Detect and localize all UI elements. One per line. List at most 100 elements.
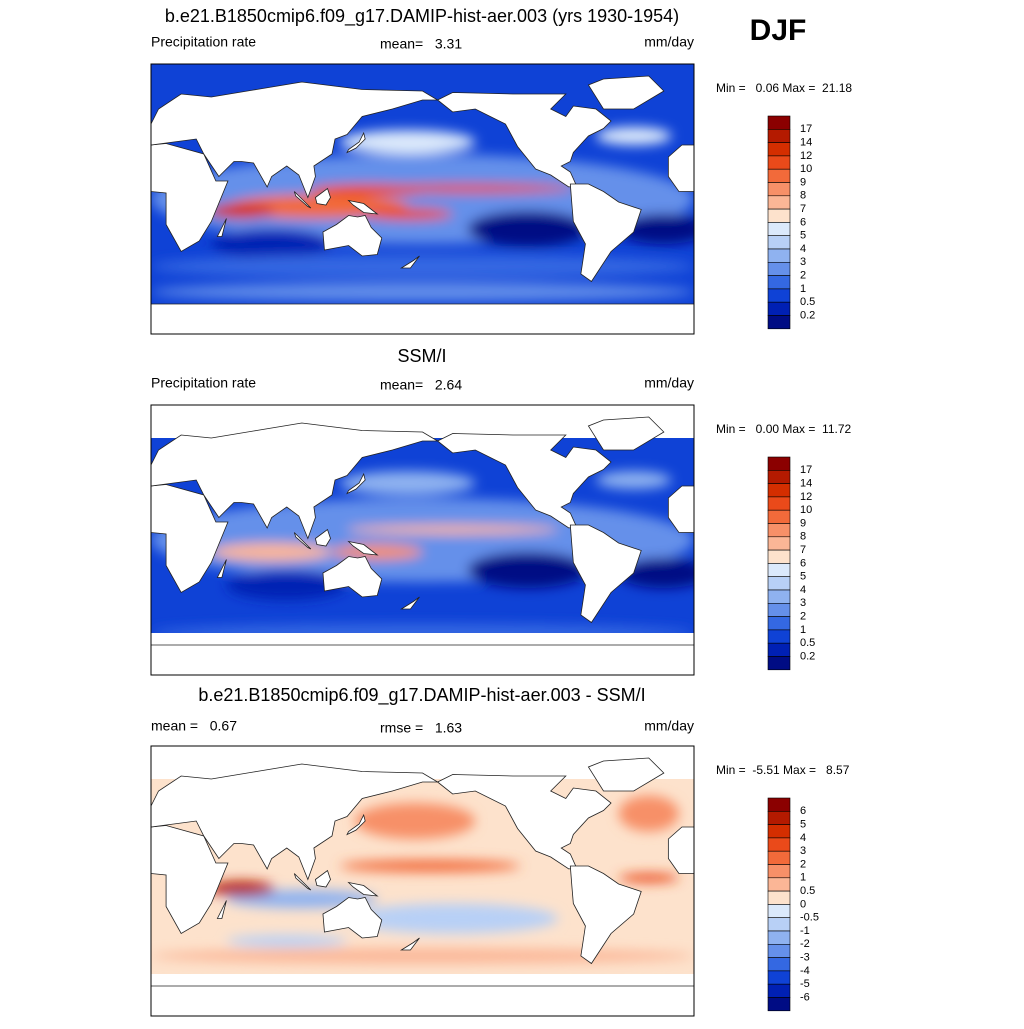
field-blob bbox=[595, 127, 672, 145]
colorbar-label: -3 bbox=[800, 952, 810, 964]
land bbox=[151, 143, 229, 253]
colorbar-label: 1 bbox=[800, 872, 806, 884]
colorbar-box bbox=[767, 483, 791, 498]
colorbar-box bbox=[767, 837, 791, 852]
map-frame bbox=[150, 404, 695, 676]
field-blob bbox=[339, 471, 476, 495]
field-blob bbox=[208, 881, 275, 896]
land bbox=[436, 92, 612, 188]
colorbar-label: 3 bbox=[800, 597, 806, 609]
field-blob bbox=[618, 558, 694, 588]
land bbox=[346, 131, 366, 154]
land bbox=[569, 183, 642, 283]
colorbar-label: 6 bbox=[800, 216, 806, 228]
colorbar-box bbox=[767, 222, 791, 236]
colorbar-label: -6 bbox=[800, 991, 810, 1003]
field-patterns bbox=[151, 795, 694, 964]
units-label: mm/day bbox=[644, 375, 694, 391]
colorbar-box bbox=[767, 275, 791, 290]
field-blob bbox=[226, 570, 348, 600]
colorbar-label: 2 bbox=[800, 611, 806, 623]
land bbox=[346, 813, 366, 836]
land bbox=[151, 644, 694, 675]
colorbar-label: 9 bbox=[800, 517, 806, 529]
colorbar-label: -0.5 bbox=[800, 912, 819, 924]
land bbox=[399, 255, 420, 269]
colorbar-label: 1 bbox=[800, 624, 806, 636]
colorbar-box bbox=[767, 315, 791, 330]
colorbar-box bbox=[767, 943, 791, 958]
units-label: mm/day bbox=[644, 718, 694, 734]
field-blob bbox=[362, 208, 453, 220]
land bbox=[569, 524, 642, 624]
colorbar-label: 8 bbox=[800, 531, 806, 543]
land bbox=[399, 937, 420, 951]
colorbar-box bbox=[767, 129, 791, 143]
field-blob bbox=[332, 544, 423, 560]
land bbox=[587, 757, 665, 792]
land bbox=[436, 433, 612, 529]
colorbar-box bbox=[767, 602, 791, 617]
colorbar-label: 3 bbox=[800, 256, 806, 268]
field-blob bbox=[347, 525, 559, 534]
land bbox=[322, 556, 383, 598]
panel-title: b.e21.B1850cmip6.f09_g17.DAMIP-hist-aer.… bbox=[198, 685, 645, 706]
colorbar-box bbox=[767, 261, 791, 276]
colorbar-label: 6 bbox=[800, 805, 806, 817]
land bbox=[216, 218, 227, 237]
land bbox=[216, 559, 227, 578]
left-label: Precipitation rate bbox=[151, 34, 256, 50]
range-label: Min = -5.51 Max = 8.57 bbox=[716, 763, 850, 777]
colorbar-label: 12 bbox=[800, 491, 812, 503]
colorbar-box bbox=[767, 248, 791, 263]
land bbox=[667, 485, 694, 533]
colorbar-box bbox=[767, 469, 791, 484]
colorbar-label: 2 bbox=[800, 858, 806, 870]
colorbar-label: 4 bbox=[800, 832, 806, 844]
colorbar-box bbox=[767, 536, 791, 551]
colorbar-label: 10 bbox=[800, 504, 812, 516]
colorbar-label: 5 bbox=[800, 230, 806, 242]
colorbar-label: 8 bbox=[800, 190, 806, 202]
land bbox=[151, 985, 694, 1016]
center-label: rmse = 1.63 bbox=[380, 720, 462, 736]
field-blob bbox=[151, 948, 694, 964]
field-blob bbox=[339, 860, 521, 872]
colorbar-box bbox=[767, 576, 791, 591]
land bbox=[293, 532, 312, 550]
colorbar-box bbox=[767, 155, 791, 170]
colorbar-box bbox=[767, 890, 791, 905]
colorbar-box bbox=[767, 563, 791, 578]
colorbar-label: 0.5 bbox=[800, 296, 815, 308]
colorbar-label: 7 bbox=[800, 203, 806, 215]
colorbar-label: 4 bbox=[800, 243, 806, 255]
land bbox=[216, 900, 227, 919]
field-blob bbox=[595, 471, 672, 489]
map-field bbox=[151, 64, 694, 334]
colorbar-box bbox=[767, 456, 791, 471]
colorbar-label: 14 bbox=[800, 478, 812, 490]
colorbar-label: 10 bbox=[800, 163, 812, 175]
field-blob bbox=[467, 211, 589, 247]
colorbar-label: 17 bbox=[800, 123, 812, 135]
colorbar-box bbox=[767, 824, 791, 839]
field-patterns bbox=[151, 127, 694, 301]
land bbox=[347, 881, 379, 897]
colorbar-label: 17 bbox=[800, 464, 812, 476]
map-panel bbox=[150, 63, 695, 335]
field-blob bbox=[618, 873, 679, 883]
land bbox=[667, 826, 694, 874]
colorbar-box bbox=[767, 182, 791, 197]
colorbar-box bbox=[767, 616, 791, 631]
field-blob bbox=[347, 903, 559, 934]
colorbar-label: -4 bbox=[800, 965, 810, 977]
season-label: DJF bbox=[750, 14, 807, 47]
colorbar-box bbox=[767, 195, 791, 210]
center-label: mean= 2.64 bbox=[380, 377, 462, 393]
colorbar-label: 0.2 bbox=[800, 309, 815, 321]
land bbox=[314, 528, 331, 547]
field-blob bbox=[226, 935, 348, 947]
field-blob bbox=[226, 890, 378, 908]
land bbox=[293, 873, 312, 891]
